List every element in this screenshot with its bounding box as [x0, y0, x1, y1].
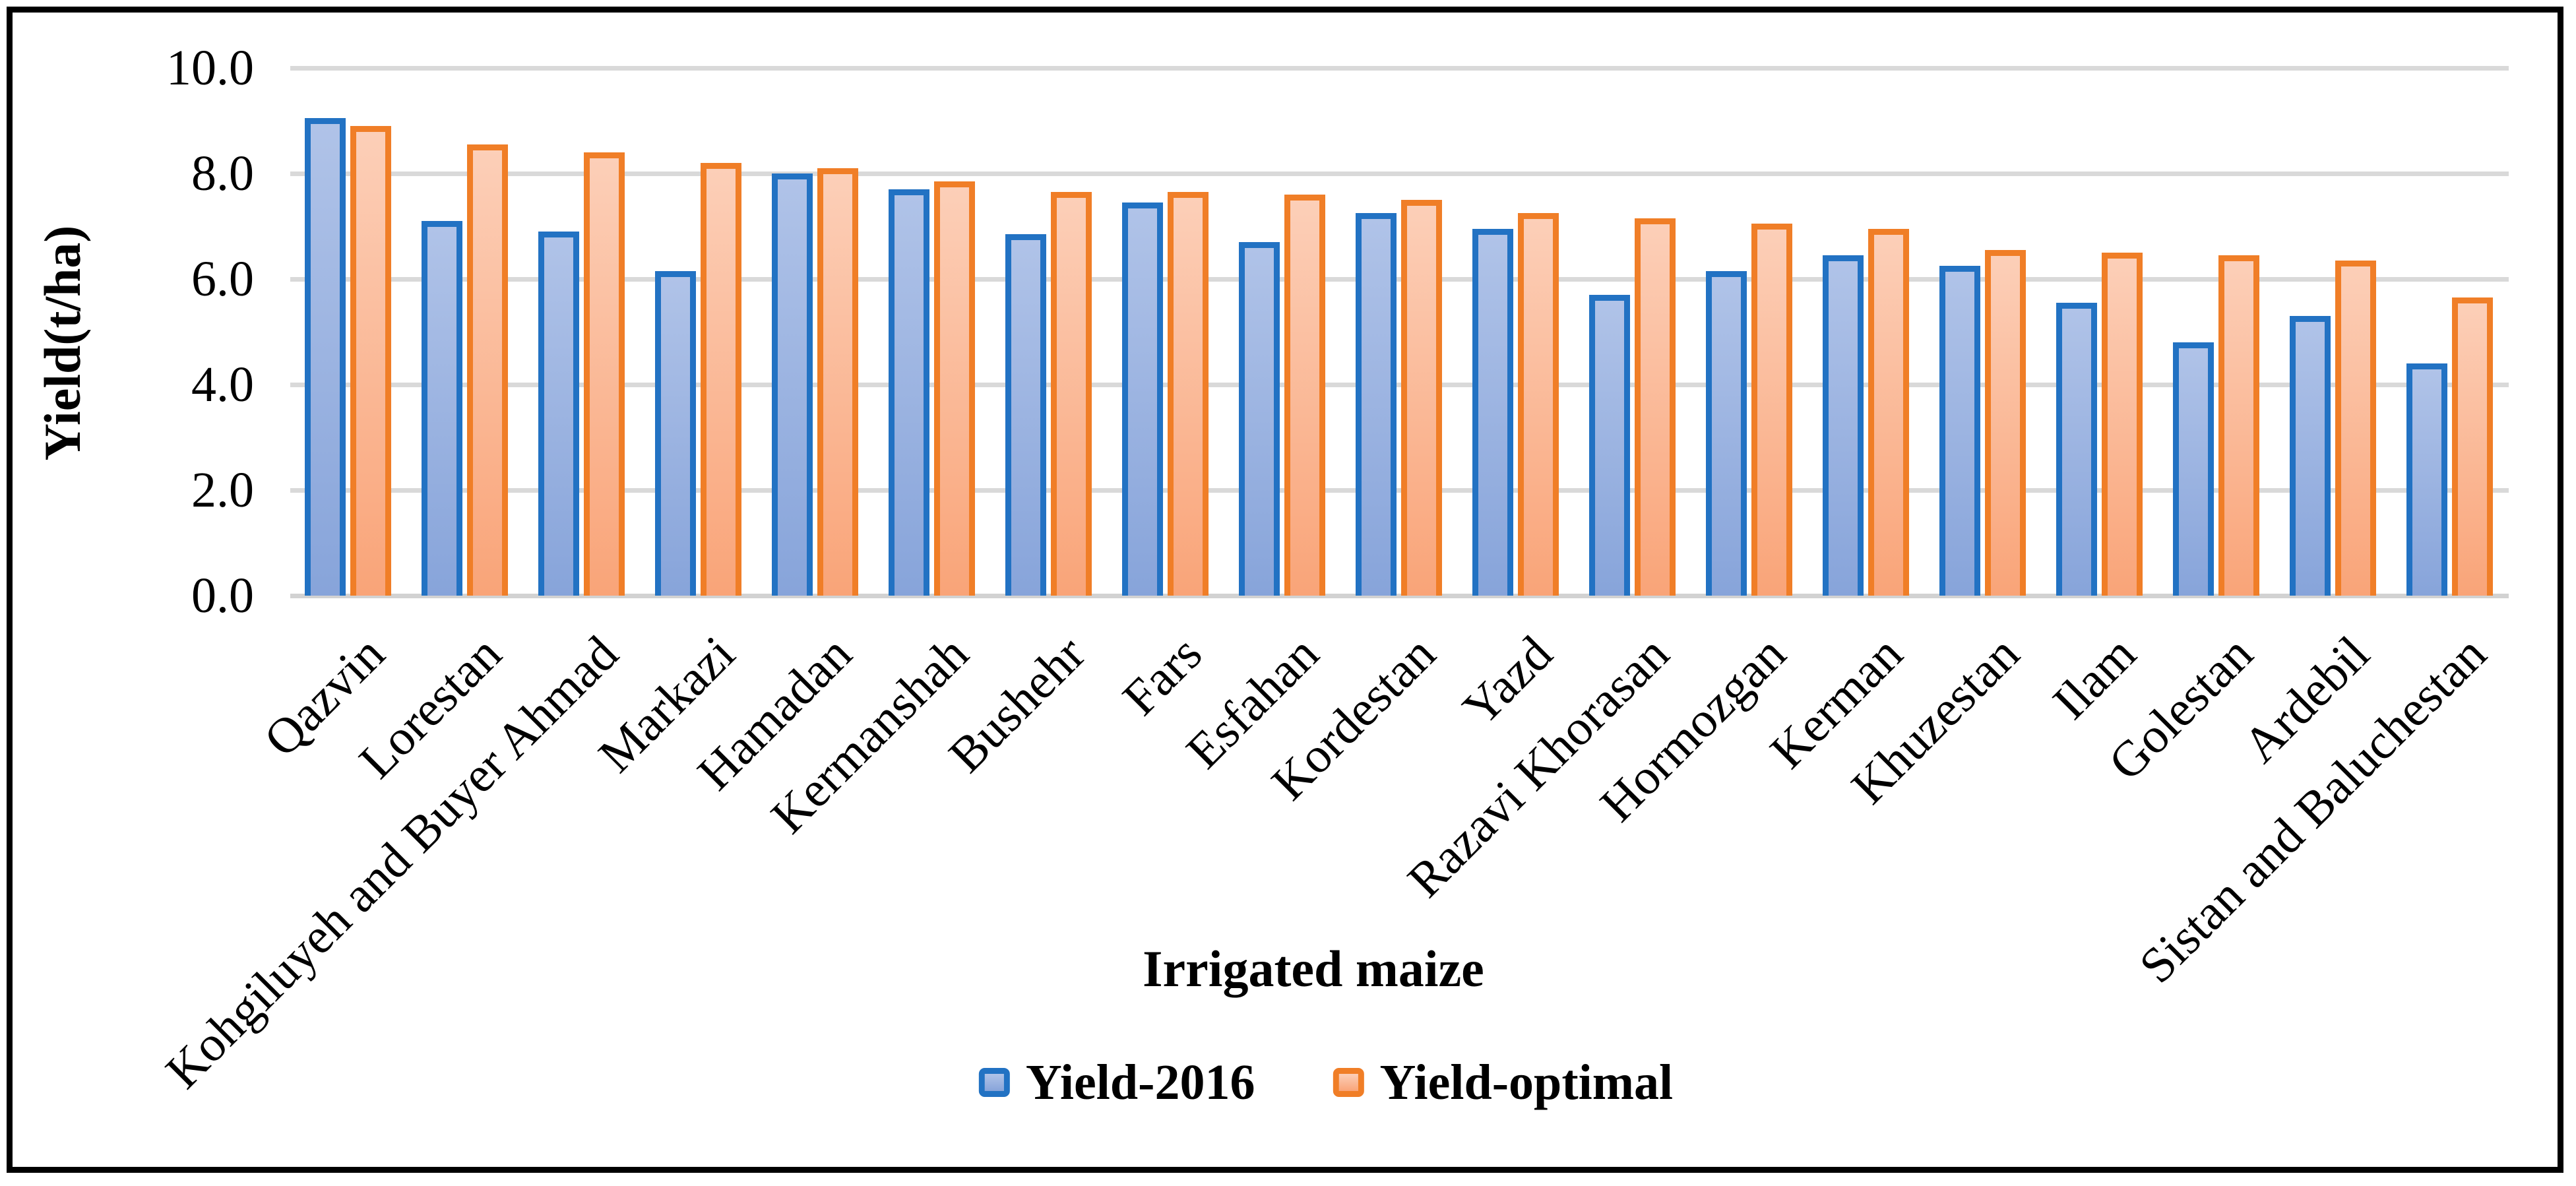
bar-yield-optimal [2102, 253, 2143, 596]
legend-marker-yield-2016 [978, 1068, 1010, 1097]
bar-group [290, 68, 407, 596]
bar-yield-2016 [1706, 271, 1747, 596]
bar-group [1458, 68, 1575, 596]
bar-group [757, 68, 874, 596]
bar-yield-optimal [1985, 250, 2026, 596]
bar-yield-optimal [467, 144, 508, 596]
legend-label: Yield-optimal [1379, 1055, 1674, 1110]
bar-yield-2016 [1005, 234, 1046, 596]
y-tick-label: 6.0 [191, 251, 254, 307]
bar-yield-2016 [1939, 266, 1980, 596]
bar-group [1575, 68, 1691, 596]
bar-yield-2016 [889, 189, 929, 596]
bar-group [2158, 68, 2275, 596]
legend-label: Yield-2016 [1025, 1055, 1255, 1110]
x-axis-title: Irrigated maize [1143, 940, 1484, 997]
bar-group [991, 68, 1108, 596]
bar-yield-optimal [1751, 224, 1792, 596]
bar-group [1108, 68, 1224, 596]
y-tick-label: 4.0 [191, 357, 254, 412]
gridline [290, 172, 2509, 176]
y-tick-label: 0.0 [191, 568, 254, 623]
legend-item: Yield-2016 [978, 1055, 1255, 1110]
figure-border [7, 7, 2563, 1173]
bar-yield-2016 [655, 271, 696, 596]
y-tick-label: 8.0 [191, 146, 254, 201]
bar-group [1691, 68, 1808, 596]
bar-yield-optimal [1168, 192, 1209, 596]
bar-group [2042, 68, 2158, 596]
gridline [290, 277, 2509, 282]
bar-yield-2016 [1239, 242, 1280, 596]
bar-yield-2016 [1823, 255, 1864, 596]
bar-yield-optimal [2335, 261, 2376, 596]
gridline [290, 488, 2509, 493]
bar-group [1808, 68, 1925, 596]
bar-yield-2016 [1589, 295, 1630, 596]
bar-yield-2016 [2056, 303, 2097, 596]
bar-group [1341, 68, 1458, 596]
bar-yield-optimal [2452, 297, 2493, 596]
bar-yield-optimal [584, 152, 625, 596]
x-axis-line [290, 594, 2509, 598]
bar-group [1925, 68, 2042, 596]
bar-yield-optimal [1868, 229, 1909, 596]
bar-yield-optimal [1401, 200, 1442, 596]
legend: Yield-2016 Yield-optimal [978, 1055, 1673, 1110]
gridline [290, 66, 2509, 71]
bar-yield-optimal [1051, 192, 1092, 596]
bar-yield-optimal [350, 126, 391, 596]
bar-yield-2016 [1472, 229, 1513, 596]
bar-yield-optimal [2218, 255, 2259, 596]
bar-yield-2016 [1356, 213, 1397, 596]
plot-area: 10.0 8.0 6.0 4.0 2.0 0.0 Qazvin Lorestan Kohgilu… [155, 42, 2509, 1099]
bar-yield-optimal [1635, 218, 1676, 596]
bar-yield-2016 [538, 232, 579, 596]
bar-yield-2016 [2406, 363, 2447, 596]
bar-yield-optimal [934, 181, 975, 596]
bar-yield-2016 [1122, 203, 1163, 596]
bar-group [1224, 68, 1341, 596]
bar-yield-optimal [1518, 213, 1559, 596]
gridline [290, 383, 2509, 387]
bar-group [407, 68, 524, 596]
bar-group [641, 68, 757, 596]
bar-yield-optimal [817, 168, 858, 596]
bar-group [2392, 68, 2509, 596]
y-tick-label: 2.0 [191, 462, 254, 518]
legend-item: Yield-optimal [1333, 1056, 1673, 1109]
bar-group [874, 68, 991, 596]
bar-yield-2016 [305, 118, 346, 596]
bar-yield-optimal [1284, 195, 1325, 596]
y-tick-label: 10.0 [166, 40, 254, 96]
legend-marker-yield-optimal [1333, 1068, 1364, 1097]
bar-group [2275, 68, 2392, 596]
bar-yield-2016 [2290, 316, 2331, 596]
bar-yield-2016 [422, 221, 462, 596]
bar-group [524, 68, 641, 596]
bar-yield-2016 [2173, 342, 2214, 596]
bar-yield-2016 [772, 173, 813, 596]
bar-yield-optimal [701, 163, 741, 596]
